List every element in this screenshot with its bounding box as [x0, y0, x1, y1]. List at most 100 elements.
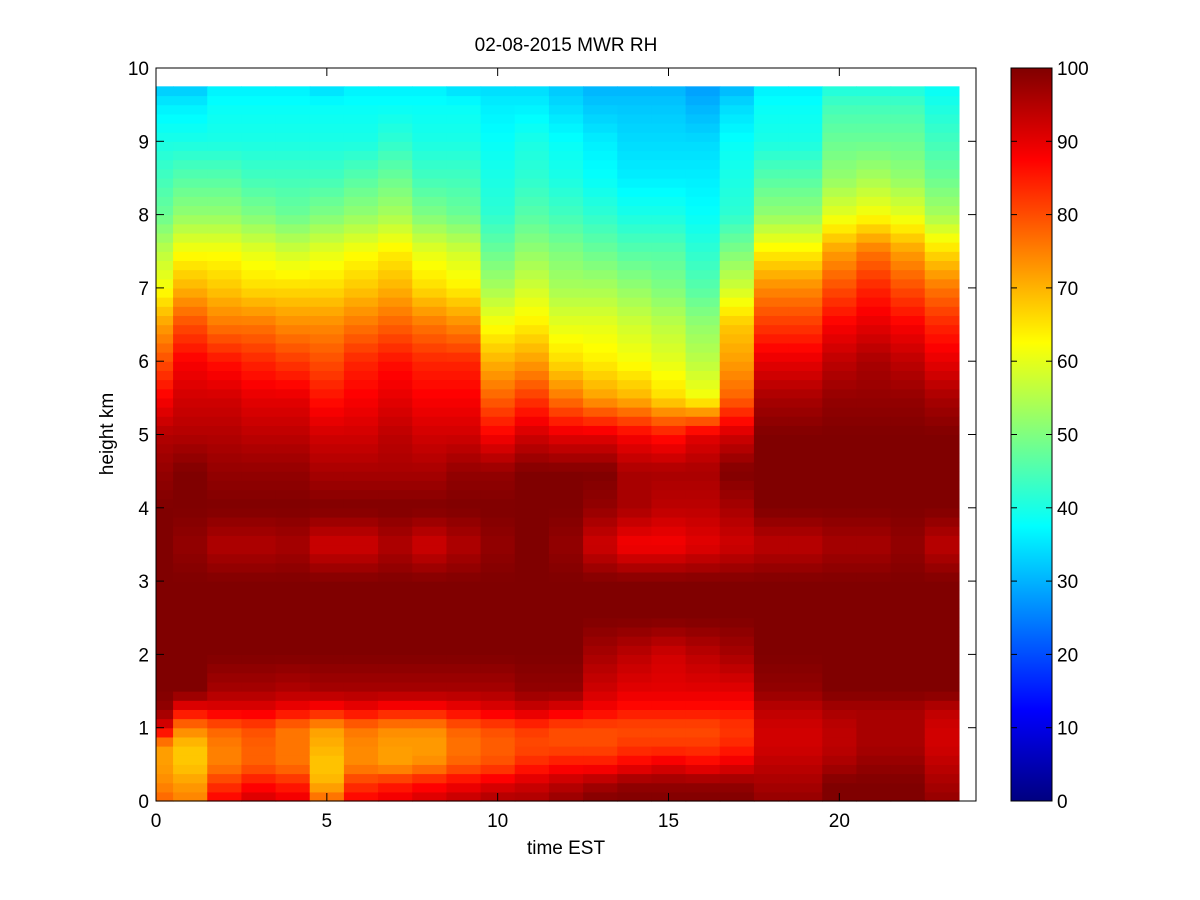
heatmap-cell [583, 773, 618, 784]
heatmap-cell [753, 773, 789, 784]
heatmap-cell [719, 645, 755, 655]
heatmap-cell [412, 526, 448, 536]
heatmap-cell [173, 773, 208, 784]
heatmap-cell [241, 416, 277, 426]
heatmap-cell [275, 736, 311, 747]
heatmap-cell [480, 187, 516, 197]
heatmap-cell [548, 214, 584, 225]
heatmap-cell [173, 251, 208, 262]
heatmap-cell [309, 242, 345, 252]
colorbar-tick-label: 50 [1057, 426, 1078, 447]
heatmap-cell [788, 205, 823, 216]
heatmap-cell [856, 223, 892, 234]
heatmap-cell [446, 691, 482, 701]
heatmap-cell [412, 324, 448, 335]
heatmap-cell [275, 681, 311, 692]
heatmap-cell [412, 452, 448, 463]
heatmap-cell [788, 736, 823, 747]
heatmap-cell [719, 764, 755, 775]
heatmap-cell [412, 471, 448, 481]
heatmap-cell [378, 727, 413, 738]
heatmap-cell [378, 764, 413, 775]
heatmap-cell [617, 324, 653, 335]
heatmap-cell [617, 746, 653, 756]
heatmap-cell [480, 379, 516, 390]
heatmap-cell [309, 269, 345, 280]
heatmap-cell [412, 141, 448, 152]
heatmap-cell [241, 407, 277, 417]
heatmap-cell [719, 352, 755, 362]
heatmap-cell [753, 599, 789, 610]
heatmap-cell [156, 278, 174, 289]
heatmap-cell [309, 297, 345, 307]
heatmap-cell [617, 782, 653, 793]
heatmap-cell [241, 581, 277, 591]
heatmap-cell [617, 608, 653, 619]
heatmap-cell [207, 287, 243, 298]
heatmap-cell [480, 159, 516, 170]
heatmap-cell [241, 232, 277, 243]
heatmap-cell [548, 278, 584, 289]
heatmap-cell [583, 516, 618, 527]
heatmap-cell [685, 278, 721, 289]
heatmap-cell [412, 461, 448, 472]
heatmap-cell [275, 718, 311, 729]
heatmap-cell [583, 370, 618, 381]
heatmap-cell [548, 452, 584, 463]
heatmap-cell [446, 746, 482, 756]
heatmap-cell [241, 333, 277, 344]
heatmap-cell [822, 452, 858, 463]
heatmap-cell [685, 196, 721, 207]
heatmap-cell [480, 645, 516, 655]
heatmap-cell [822, 388, 858, 399]
heatmap-cell [583, 507, 618, 518]
heatmap-cell [856, 443, 892, 454]
heatmap-cell [651, 553, 687, 564]
heatmap-cell [309, 608, 345, 619]
heatmap-cell [480, 214, 516, 225]
heatmap-cell [719, 232, 755, 243]
heatmap-cell [719, 86, 755, 97]
heatmap-cell [856, 764, 892, 775]
heatmap-cell [343, 324, 379, 335]
heatmap-cell [822, 370, 858, 381]
heatmap-cell [788, 663, 823, 674]
heatmap-cell [822, 86, 858, 97]
heatmap-cell [173, 242, 208, 252]
heatmap-cell [156, 388, 174, 399]
heatmap-cell [924, 452, 960, 463]
heatmap-cell [788, 764, 823, 775]
heatmap-cell [822, 681, 858, 692]
heatmap-cell [412, 736, 448, 747]
heatmap-cell [412, 599, 448, 610]
heatmap-cell [378, 791, 413, 802]
heatmap-cell [446, 773, 482, 784]
heatmap-cell [685, 269, 721, 280]
heatmap-cell [480, 232, 516, 243]
heatmap-cell [788, 590, 823, 601]
heatmap-cell [753, 608, 789, 619]
heatmap-cell [924, 581, 960, 591]
heatmap-cell [241, 691, 277, 701]
heatmap-cell [378, 306, 413, 316]
heatmap-cell [617, 636, 653, 646]
heatmap-cell [156, 342, 174, 353]
heatmap-cell [617, 709, 653, 720]
heatmap-cell [514, 544, 550, 555]
heatmap-cell [241, 223, 277, 234]
heatmap-cell [890, 269, 926, 280]
heatmap-cell [412, 407, 448, 417]
heatmap-cell [156, 581, 174, 591]
heatmap-cell [241, 342, 277, 353]
heatmap-cell [412, 397, 448, 408]
heatmap-cell [583, 636, 618, 646]
heatmap-cell [719, 562, 755, 573]
heatmap-cell [412, 361, 448, 371]
heatmap-cell [173, 452, 208, 463]
heatmap-cell [241, 571, 277, 582]
heatmap-cell [753, 544, 789, 555]
heatmap-cell [514, 416, 550, 426]
heatmap-cell [446, 700, 482, 710]
heatmap-cell [856, 397, 892, 408]
heatmap-cell [685, 141, 721, 152]
